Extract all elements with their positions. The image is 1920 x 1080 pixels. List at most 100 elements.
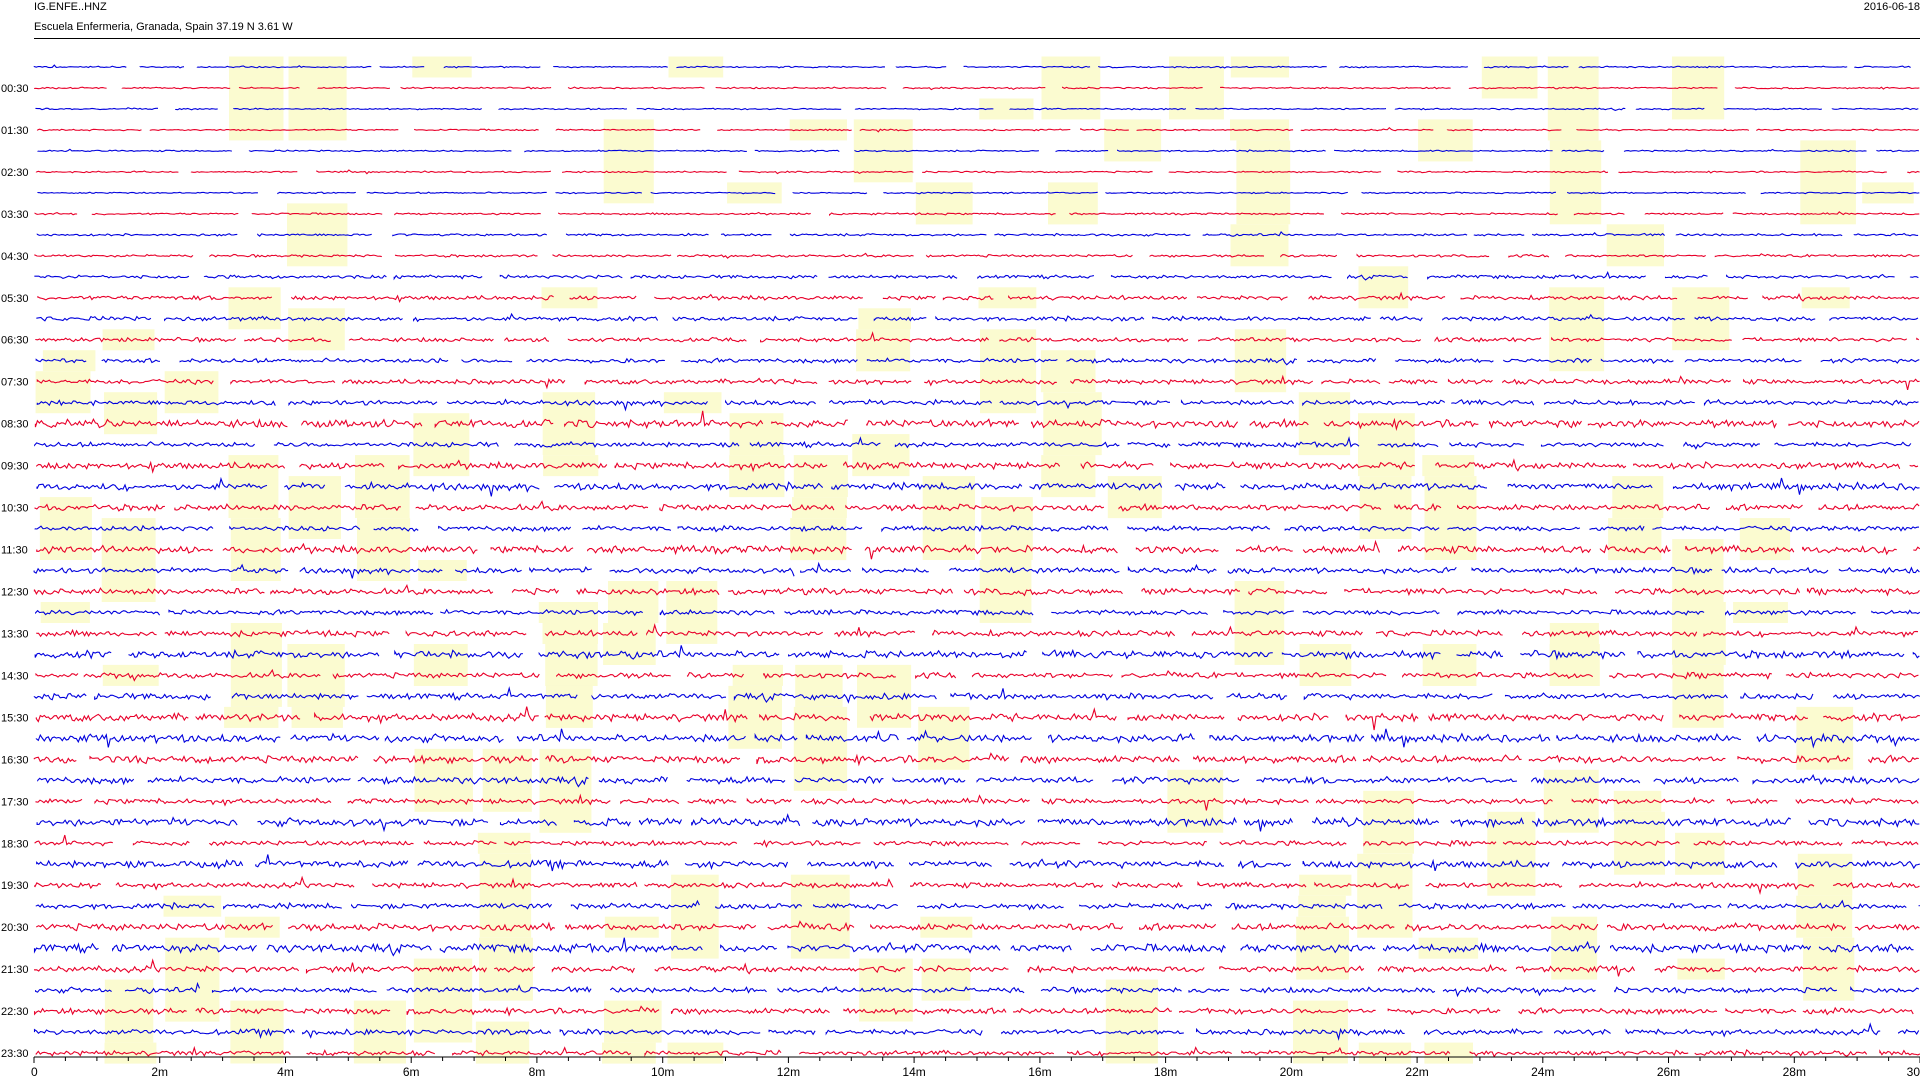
- trace-row: [33, 752, 1919, 767]
- trace-row: [37, 291, 1920, 304]
- data-gap: [1107, 476, 1162, 519]
- data-gap: [980, 329, 1037, 414]
- data-gap: [102, 664, 159, 686]
- trace-row: [36, 920, 1920, 933]
- x-tick-label: 4m: [277, 1065, 294, 1079]
- data-gap: [1424, 1042, 1473, 1064]
- trace-row: [34, 86, 1920, 91]
- x-tick-label: 10m: [651, 1065, 674, 1079]
- data-gap: [667, 1042, 724, 1064]
- trace-row: [34, 1005, 1914, 1017]
- trace-row: [36, 398, 1919, 412]
- data-gap: [1298, 895, 1346, 917]
- trace-row: [36, 623, 1919, 639]
- trace-row: [34, 500, 1920, 513]
- trace-row: [35, 706, 1920, 731]
- trace-row: [34, 645, 1920, 661]
- row-time-label: 04:30: [1, 251, 29, 263]
- data-gap: [1606, 224, 1664, 267]
- data-gap: [42, 350, 96, 372]
- data-gap: [729, 413, 784, 456]
- trace-row: [35, 1045, 1920, 1058]
- row-time-label: 14:30: [1, 670, 29, 682]
- row-time-label: 02:30: [1, 167, 29, 179]
- x-tick-label: 26m: [1657, 1065, 1680, 1079]
- data-gap: [477, 832, 531, 854]
- trace-row: [36, 813, 1920, 833]
- row-time-label: 05:30: [1, 293, 29, 305]
- data-gap: [104, 392, 158, 435]
- trace-row: [36, 539, 1920, 560]
- row-time-label: 03:30: [1, 209, 29, 221]
- trace-row: [35, 668, 1919, 682]
- data-gap: [604, 916, 659, 938]
- trace-row: [37, 148, 1919, 153]
- row-time-label: 23:30: [1, 1048, 29, 1060]
- data-gap: [1230, 224, 1289, 267]
- data-gap: [915, 182, 973, 225]
- data-gap: [1040, 350, 1096, 393]
- data-gap: [418, 560, 467, 581]
- data-gap: [1549, 644, 1600, 686]
- x-tick-label: 30: [1907, 1065, 1920, 1079]
- data-gap: [1481, 56, 1538, 99]
- data-gap: [795, 664, 843, 707]
- trace-row: [33, 561, 1920, 579]
- row-time-label: 06:30: [1, 335, 29, 347]
- data-gap: [979, 98, 1034, 120]
- data-gap: [545, 685, 593, 728]
- station-location: Escuela Enfermeria, Granada, Spain 37.19…: [34, 21, 293, 33]
- trace-row: [34, 524, 1920, 533]
- data-gap: [164, 371, 219, 414]
- data-gap: [288, 308, 345, 351]
- trace-row: [35, 357, 1920, 366]
- data-gap: [1549, 140, 1602, 225]
- data-gap: [1299, 874, 1352, 896]
- row-time-label: 10:30: [1, 503, 29, 515]
- trace-row: [34, 436, 1912, 450]
- row-time-label: 07:30: [1, 377, 29, 389]
- data-gap: [1797, 853, 1853, 896]
- data-gap: [603, 623, 656, 665]
- trace-row: [35, 169, 1920, 175]
- data-gap: [1612, 476, 1664, 519]
- data-gap: [102, 329, 155, 351]
- row-time-label: 08:30: [1, 419, 29, 431]
- row-time-label: 20:30: [1, 922, 29, 934]
- x-tick-label: 24m: [1531, 1065, 1554, 1079]
- data-gap: [229, 56, 284, 141]
- station-code: IG.ENFE..HNZ: [34, 1, 107, 13]
- data-gap: [228, 287, 281, 330]
- row-time-label: 21:30: [1, 964, 29, 976]
- data-gap: [1739, 518, 1791, 561]
- row-time-label: 11:30: [1, 545, 28, 557]
- data-gap: [922, 476, 975, 560]
- trace-row: [33, 584, 1920, 597]
- data-gap: [790, 874, 850, 959]
- row-time-label: 01:30: [1, 125, 29, 137]
- trace-row: [33, 1022, 1920, 1041]
- header-divider: [34, 38, 1920, 39]
- data-gap: [1422, 644, 1477, 686]
- trace-row: [35, 728, 1920, 749]
- row-time-label: 09:30: [1, 461, 29, 473]
- row-time-label: 12:30: [1, 587, 29, 599]
- trace-row: [35, 107, 1919, 111]
- data-gap: [729, 455, 785, 498]
- x-tick-label: 22m: [1405, 1065, 1428, 1079]
- trace-row: [36, 476, 1920, 497]
- trace-row: [36, 127, 1919, 133]
- row-time-label: 16:30: [1, 754, 29, 766]
- trace-row: [35, 331, 1920, 344]
- data-gap: [856, 329, 911, 372]
- row-time-label: 19:30: [1, 880, 29, 892]
- data-gap: [539, 748, 592, 833]
- data-gap: [1234, 581, 1285, 665]
- trace-row: [35, 899, 1920, 911]
- trace-row: [36, 854, 1920, 872]
- trace-row: [34, 270, 1919, 281]
- data-gap: [1357, 853, 1413, 938]
- data-gap: [1487, 811, 1536, 896]
- trace-layer: [33, 64, 1920, 1058]
